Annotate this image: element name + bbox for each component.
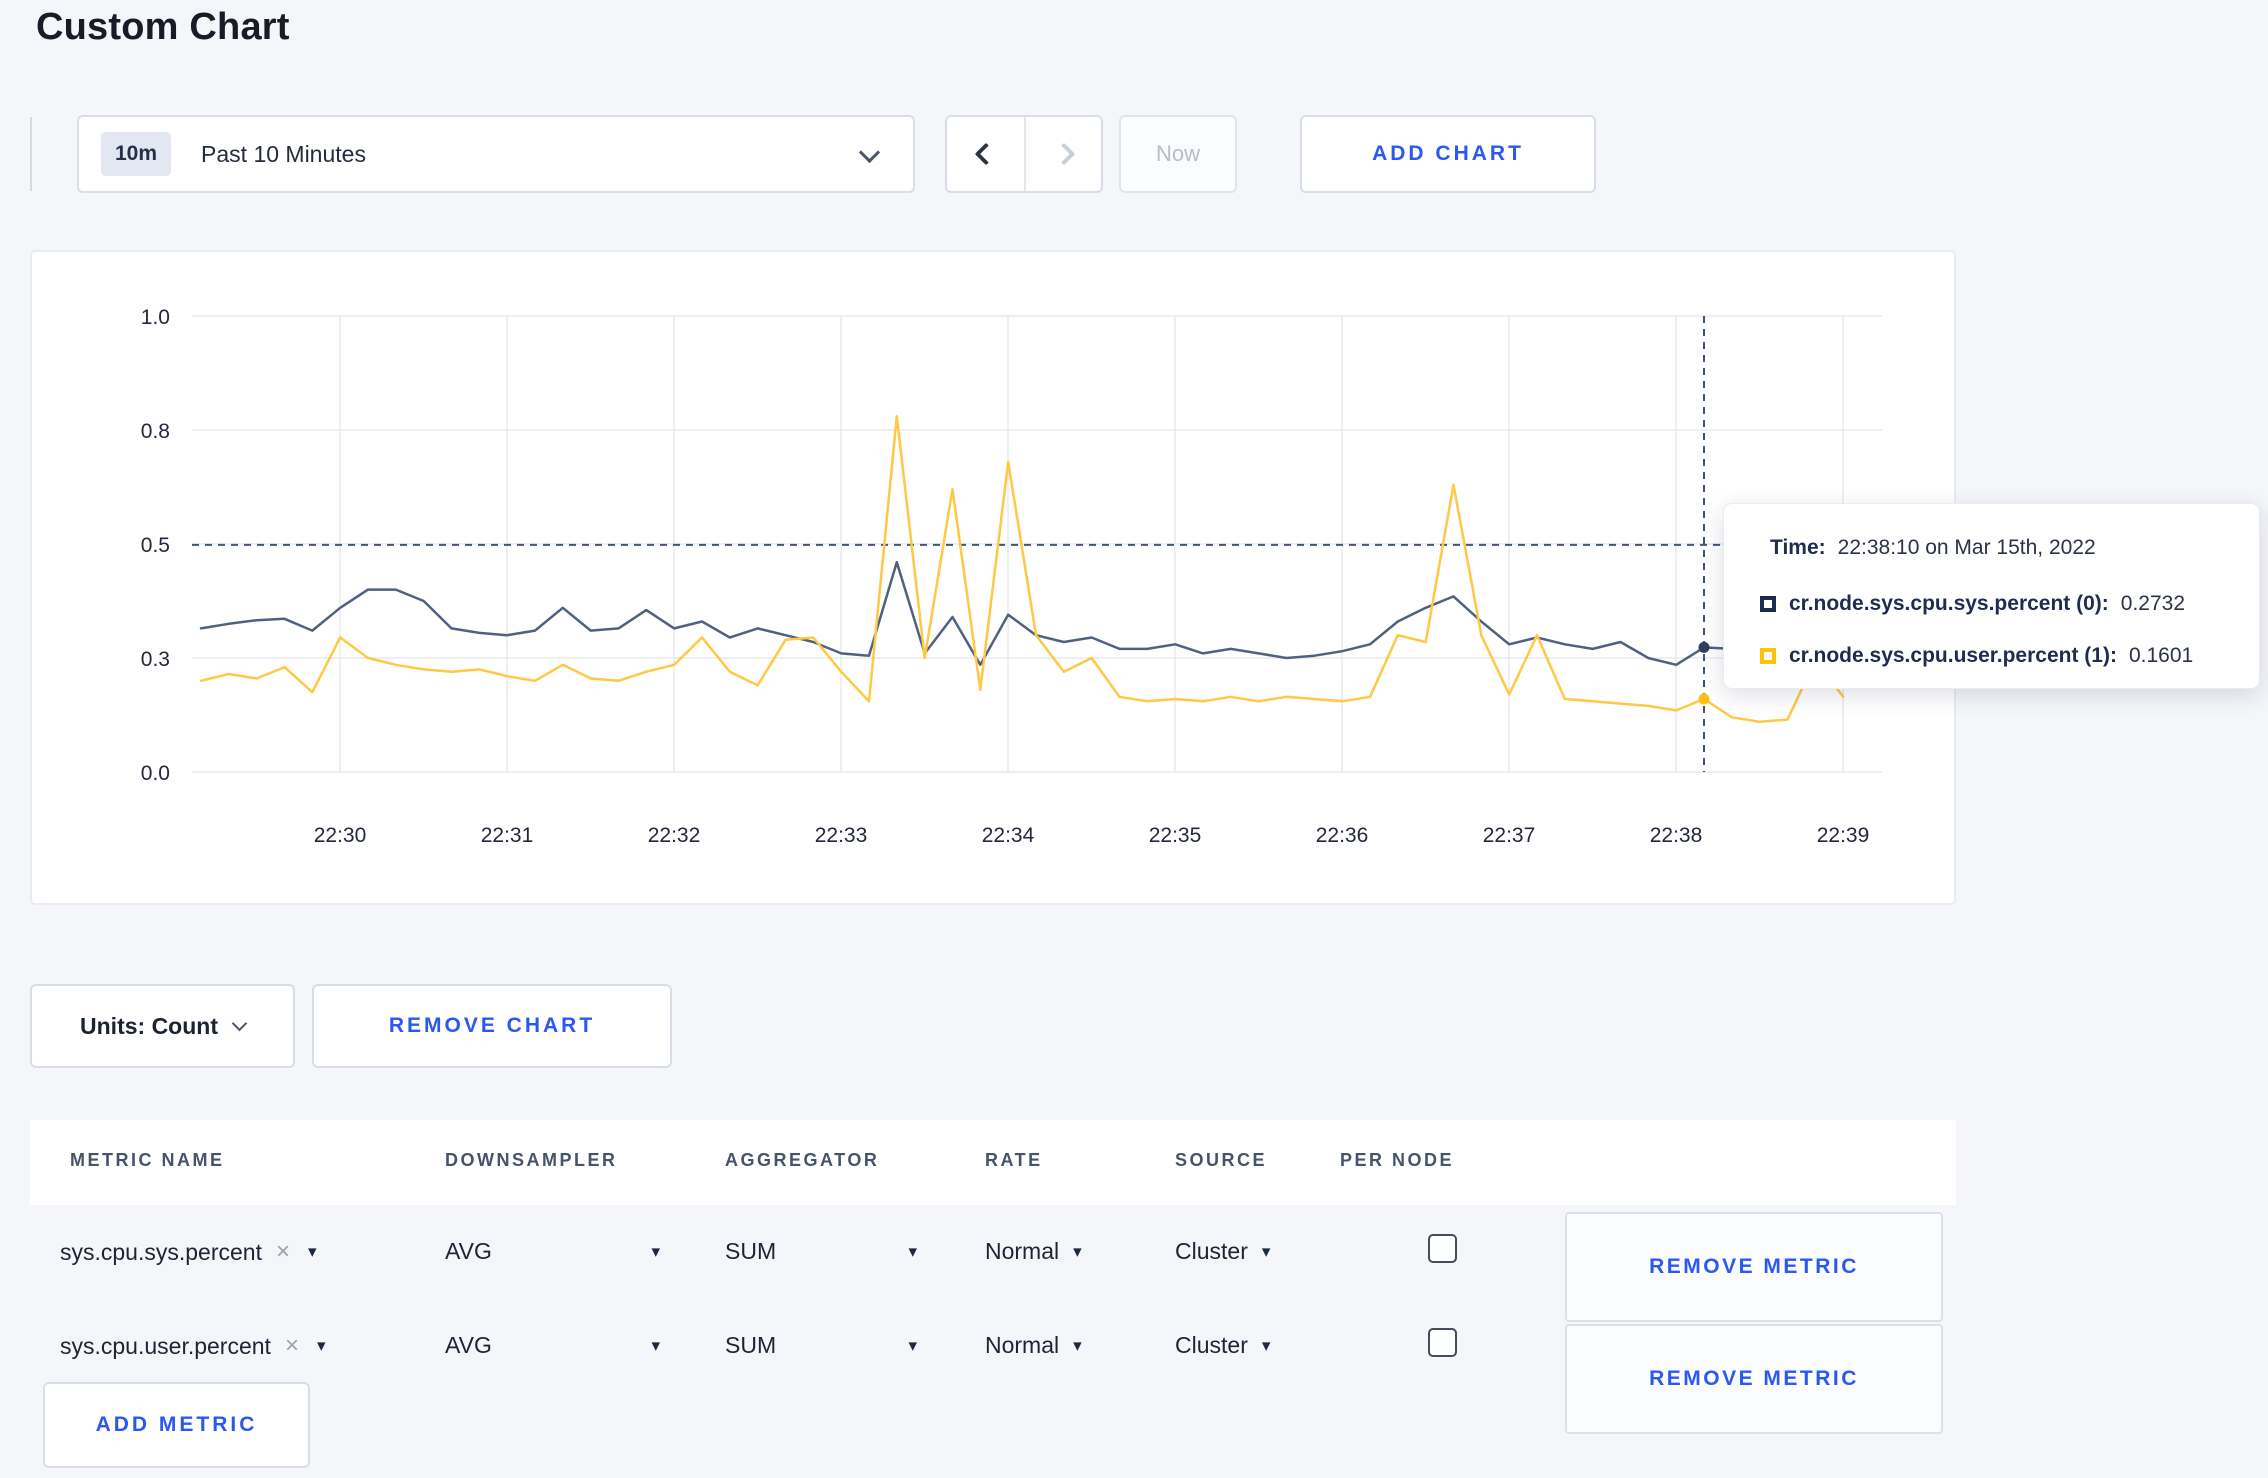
svg-text:0.0: 0.0 <box>141 762 170 785</box>
now-button[interactable]: Now <box>1119 115 1237 193</box>
source-value-row2: Cluster <box>1175 1332 1248 1358</box>
metric-name-row2: sys.cpu.user.percent <box>60 1332 271 1359</box>
add-metric-button[interactable]: ADD METRIC <box>43 1382 310 1468</box>
svg-text:1.0: 1.0 <box>141 306 170 329</box>
col-header-rate: RATE <box>985 1150 1043 1170</box>
time-pager <box>945 115 1103 193</box>
series-swatch-user <box>1760 648 1776 664</box>
chart-plot[interactable]: 0.0 0.3 0.5 0.8 1.0 22:30 22:31 22:32 22:33 22:34… <box>32 252 1958 907</box>
metric-name-row1: sys.cpu.sys.percent <box>60 1238 262 1265</box>
tooltip-time-value: 22:38:10 on Mar 15th, 2022 <box>1837 536 2096 559</box>
svg-text:22:39: 22:39 <box>1817 824 1870 847</box>
caret-down-icon: ▾ <box>1073 1335 1082 1355</box>
svg-text:0.5: 0.5 <box>141 534 170 557</box>
caret-down-icon: ▾ <box>1073 1241 1082 1261</box>
caret-down-icon: ▾ <box>1261 1241 1271 1261</box>
caret-down-icon: ▾ <box>908 1241 917 1261</box>
time-range-label: Past 10 Minutes <box>201 140 366 167</box>
source-select-row2[interactable]: Cluster ▾ <box>1175 1332 1270 1359</box>
tooltip-time-label: Time: <box>1770 536 1826 559</box>
aggregator-value-row2: SUM <box>725 1332 777 1358</box>
downsampler-select-row2[interactable]: AVG ▾ <box>445 1332 660 1359</box>
source-value-row1: Cluster <box>1175 1238 1248 1264</box>
svg-text:22:38: 22:38 <box>1650 824 1703 847</box>
svg-text:22:37: 22:37 <box>1483 824 1536 847</box>
next-time-button[interactable] <box>1024 117 1101 191</box>
chevron-right-icon <box>1052 142 1075 166</box>
clear-metric-icon[interactable]: × <box>284 1332 299 1359</box>
chevron-down-icon <box>858 141 881 164</box>
caret-down-icon: ▾ <box>651 1335 660 1355</box>
remove-metric-button-row1[interactable]: REMOVE METRIC <box>1565 1212 1943 1322</box>
units-select[interactable]: Units: Count <box>30 984 295 1068</box>
per-node-checkbox-row1[interactable] <box>1428 1234 1457 1263</box>
rate-value-row1: Normal <box>985 1238 1060 1264</box>
downsampler-value-row1: AVG <box>445 1238 492 1264</box>
remove-chart-button[interactable]: REMOVE CHART <box>312 984 672 1068</box>
col-header-aggregator: AGGREGATOR <box>725 1150 880 1170</box>
add-chart-button[interactable]: ADD CHART <box>1300 115 1596 193</box>
time-range-badge: 10m <box>101 132 172 176</box>
metric-name-select-row1[interactable]: sys.cpu.sys.percent × ▾ <box>60 1238 317 1266</box>
units-label: Units: Count <box>80 1012 218 1039</box>
tooltip-series-sys-value: 0.2732 <box>2120 592 2186 615</box>
chart-tooltip: Time: 22:38:10 on Mar 15th, 2022 cr.node… <box>1723 503 2260 689</box>
caret-down-icon: ▾ <box>307 1242 317 1261</box>
downsampler-select-row1[interactable]: AVG ▾ <box>445 1238 660 1265</box>
tooltip-series-user-label: cr.node.sys.cpu.user.percent (1): <box>1789 644 2117 667</box>
page-title: Custom Chart <box>36 6 290 48</box>
rate-select-row1[interactable]: Normal ▾ <box>985 1238 1082 1265</box>
svg-text:22:30: 22:30 <box>314 824 367 847</box>
rate-select-row2[interactable]: Normal ▾ <box>985 1332 1082 1359</box>
series-swatch-sys <box>1760 596 1776 612</box>
metrics-table-header <box>30 1120 1956 1205</box>
svg-text:22:36: 22:36 <box>1316 824 1369 847</box>
col-header-metric-name: METRIC NAME <box>70 1150 225 1170</box>
svg-text:22:31: 22:31 <box>481 824 534 847</box>
caret-down-icon: ▾ <box>651 1241 660 1261</box>
col-header-source: SOURCE <box>1175 1150 1268 1170</box>
tooltip-series-user-value: 0.1601 <box>2128 644 2194 667</box>
svg-text:22:33: 22:33 <box>815 824 868 847</box>
downsampler-value-row2: AVG <box>445 1332 492 1358</box>
caret-down-icon: ▾ <box>908 1335 917 1355</box>
clear-metric-icon[interactable]: × <box>275 1238 290 1265</box>
svg-text:22:34: 22:34 <box>982 824 1035 847</box>
svg-text:22:35: 22:35 <box>1149 824 1202 847</box>
prev-time-button[interactable] <box>947 117 1024 191</box>
aggregator-select-row1[interactable]: SUM ▾ <box>725 1238 917 1265</box>
caret-down-icon: ▾ <box>316 1336 326 1355</box>
col-header-per-node: PER NODE <box>1340 1150 1455 1170</box>
source-select-row1[interactable]: Cluster ▾ <box>1175 1238 1270 1265</box>
col-header-downsampler: DOWNSAMPLER <box>445 1150 618 1170</box>
toolbar-divider <box>30 117 32 191</box>
chart-card: 0.0 0.3 0.5 0.8 1.0 22:30 22:31 22:32 22:33 22:34… <box>30 250 1956 905</box>
aggregator-value-row1: SUM <box>725 1238 777 1264</box>
time-range-select[interactable]: 10m Past 10 Minutes <box>77 115 915 193</box>
chevron-down-icon <box>231 1015 248 1031</box>
svg-text:0.8: 0.8 <box>141 420 170 443</box>
caret-down-icon: ▾ <box>1261 1335 1271 1355</box>
chevron-left-icon <box>974 142 997 166</box>
tooltip-series-sys-label: cr.node.sys.cpu.sys.percent (0): <box>1789 592 2109 615</box>
svg-text:0.3: 0.3 <box>141 648 170 671</box>
svg-text:22:32: 22:32 <box>648 824 701 847</box>
rate-value-row2: Normal <box>985 1332 1060 1358</box>
per-node-checkbox-row2[interactable] <box>1428 1328 1457 1357</box>
metric-name-select-row2[interactable]: sys.cpu.user.percent × ▾ <box>60 1332 326 1360</box>
aggregator-select-row2[interactable]: SUM ▾ <box>725 1332 917 1359</box>
remove-metric-button-row2[interactable]: REMOVE METRIC <box>1565 1324 1943 1434</box>
